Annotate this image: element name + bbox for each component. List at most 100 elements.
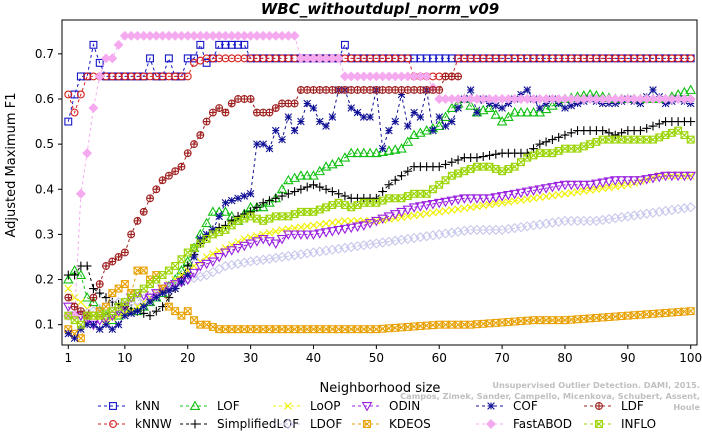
legend-item-fastabod: FastABOD (476, 417, 572, 431)
data-point-odin (282, 230, 294, 240)
data-point-loop (309, 221, 318, 230)
data-point-lof (465, 100, 477, 110)
data-point-odin (490, 193, 502, 203)
data-point-ldf (384, 86, 393, 94)
data-point-cof (171, 284, 179, 293)
data-point-kdeos (171, 307, 180, 316)
x-tick-label: 40 (306, 351, 321, 365)
data-point-loop (548, 191, 557, 200)
data-point-odin (427, 199, 439, 210)
data-point-odin (358, 221, 370, 231)
legend-marker-simplifiedlof (190, 419, 200, 429)
data-point-kdeos (139, 266, 148, 275)
data-point-inflo (158, 271, 167, 279)
plot-area (62, 30, 697, 343)
legend-label-simplifiedlof: SimplifiedLOF (217, 417, 299, 431)
data-point-kdeos (190, 316, 198, 325)
data-point-simplifiedlof (390, 175, 400, 185)
data-point-knnw (403, 54, 412, 63)
data-point-kdeos (234, 325, 242, 334)
data-point-odin (106, 311, 118, 322)
data-point-cof (121, 311, 129, 320)
data-point-simplifiedlof (636, 126, 645, 135)
data-point-lof (345, 147, 357, 158)
data-point-inflo (441, 176, 450, 185)
data-point-odin (276, 234, 288, 245)
data-point-lof (685, 84, 697, 94)
data-point-inflo (190, 244, 198, 252)
legend-label-kdeos: KDEOS (389, 417, 431, 431)
data-point-odin (496, 192, 508, 202)
legend-label-loop: LoOP (310, 399, 341, 413)
data-point-simplifiedlof (541, 137, 551, 147)
plot-frame (61, 19, 698, 346)
data-point-ldf (183, 149, 192, 158)
data-point-lof (88, 296, 99, 307)
data-point-odin (446, 196, 458, 207)
data-point-cof (378, 144, 387, 153)
data-point-cof (290, 126, 299, 135)
data-point-inflo (83, 311, 92, 320)
data-point-simplifiedlof (441, 160, 450, 169)
data-point-simplifiedlof (315, 182, 325, 192)
data-point-knn (146, 54, 154, 63)
data-point-simplifiedlof (302, 182, 312, 192)
y-tick-label: 0.3 (35, 227, 54, 241)
legend-item-loop: LoOP (273, 399, 341, 413)
data-point-loop (196, 257, 205, 266)
y-tick-label: 0.2 (35, 273, 54, 287)
data-point-ldf (246, 95, 255, 103)
data-point-odin (226, 246, 238, 256)
data-point-simplifiedlof (403, 166, 413, 176)
data-point-cof (227, 196, 236, 205)
data-point-lof (383, 145, 395, 155)
data-point-simplifiedlof (334, 189, 344, 199)
data-point-knn (89, 40, 98, 49)
data-point-cof (259, 140, 267, 148)
data-point-cof (246, 189, 255, 198)
data-point-odin (232, 244, 244, 254)
data-point-odin (547, 183, 558, 193)
data-point-inflo (517, 158, 525, 167)
data-point-loop (592, 185, 601, 194)
x-tick-label: 10 (117, 351, 132, 365)
data-point-inflo (428, 185, 437, 194)
data-point-loop (221, 244, 230, 252)
data-point-cof (498, 104, 506, 112)
x-tick-label: 100 (679, 351, 702, 365)
data-point-odin (660, 171, 671, 182)
data-point-ldf (70, 302, 79, 311)
data-point-odin (100, 313, 112, 324)
data-point-odin (119, 302, 131, 313)
series-odin (62, 171, 697, 331)
data-point-simplifiedlof (478, 152, 488, 161)
data-point-odin (653, 172, 665, 183)
data-point-inflo (686, 135, 695, 144)
data-point-inflo (447, 171, 456, 180)
data-point-knnw (64, 90, 73, 99)
data-point-ldf (202, 117, 211, 126)
data-point-fastabod (113, 39, 124, 50)
data-point-knn (340, 40, 349, 49)
data-point-cof (561, 104, 569, 112)
data-point-simplifiedlof (101, 293, 111, 303)
data-point-loop (466, 203, 475, 212)
series-cof (64, 86, 695, 343)
data-point-cof (146, 298, 154, 306)
data-point-loop (510, 197, 519, 205)
data-point-odin (144, 293, 156, 304)
data-point-odin (603, 177, 615, 187)
data-point-cof (523, 86, 532, 94)
data-point-kdeos (686, 307, 695, 316)
legend-marker-ldf (595, 402, 603, 410)
data-point-inflo (315, 205, 324, 214)
data-point-knn (95, 58, 104, 67)
data-point-odin (213, 253, 225, 263)
data-point-loop (479, 201, 488, 210)
data-point-kdeos (535, 316, 544, 325)
data-point-loop (498, 199, 506, 207)
data-point-knnw (70, 108, 79, 117)
data-point-inflo (164, 266, 173, 275)
data-point-odin (402, 205, 414, 216)
data-point-kdeos (579, 314, 588, 323)
